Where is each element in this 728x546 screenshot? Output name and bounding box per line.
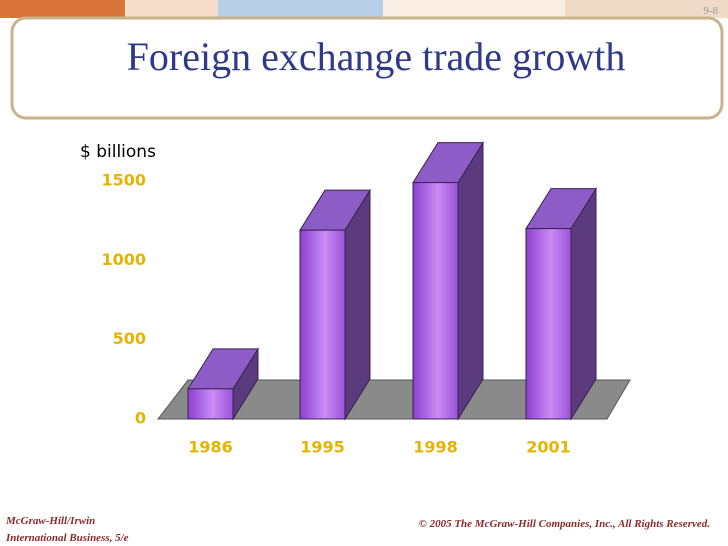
bar [525,186,597,421]
x-tick-label: 1995 [300,438,345,457]
y-tick-label: 500 [113,329,146,348]
slide-title: Foreign exchange trade growth [127,34,626,79]
footer-copyright: © 2005 The McGraw-Hill Companies, Inc., … [419,518,710,530]
strip [125,0,218,18]
bar-side [457,140,484,421]
bar-front [412,182,459,420]
bar-front [187,388,234,420]
bar-front [525,228,572,420]
strip [383,0,565,18]
bar [412,140,484,421]
bar [299,188,371,421]
bar [187,347,259,421]
footer-book: International Business, 5/e [5,532,129,544]
x-tick-label: 1998 [413,438,458,457]
x-tick-label: 1986 [188,438,233,457]
y-axis-label: $ billions [80,142,156,162]
bar-front [299,229,346,420]
strip [0,0,125,18]
y-tick-label: 1000 [101,250,146,269]
strip [565,0,728,18]
y-tick-label: 1500 [101,171,146,190]
y-tick-label: 0 [135,409,146,428]
slide-number: 9-8 [703,5,718,17]
x-tick-label: 2001 [526,438,571,457]
title-box [10,16,724,120]
strip [218,0,383,18]
footer-publisher: McGraw-Hill/Irwin [5,515,95,527]
